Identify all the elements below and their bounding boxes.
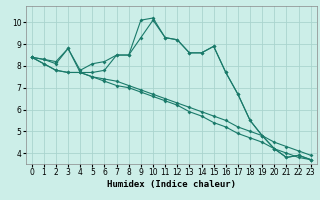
X-axis label: Humidex (Indice chaleur): Humidex (Indice chaleur) — [107, 180, 236, 189]
